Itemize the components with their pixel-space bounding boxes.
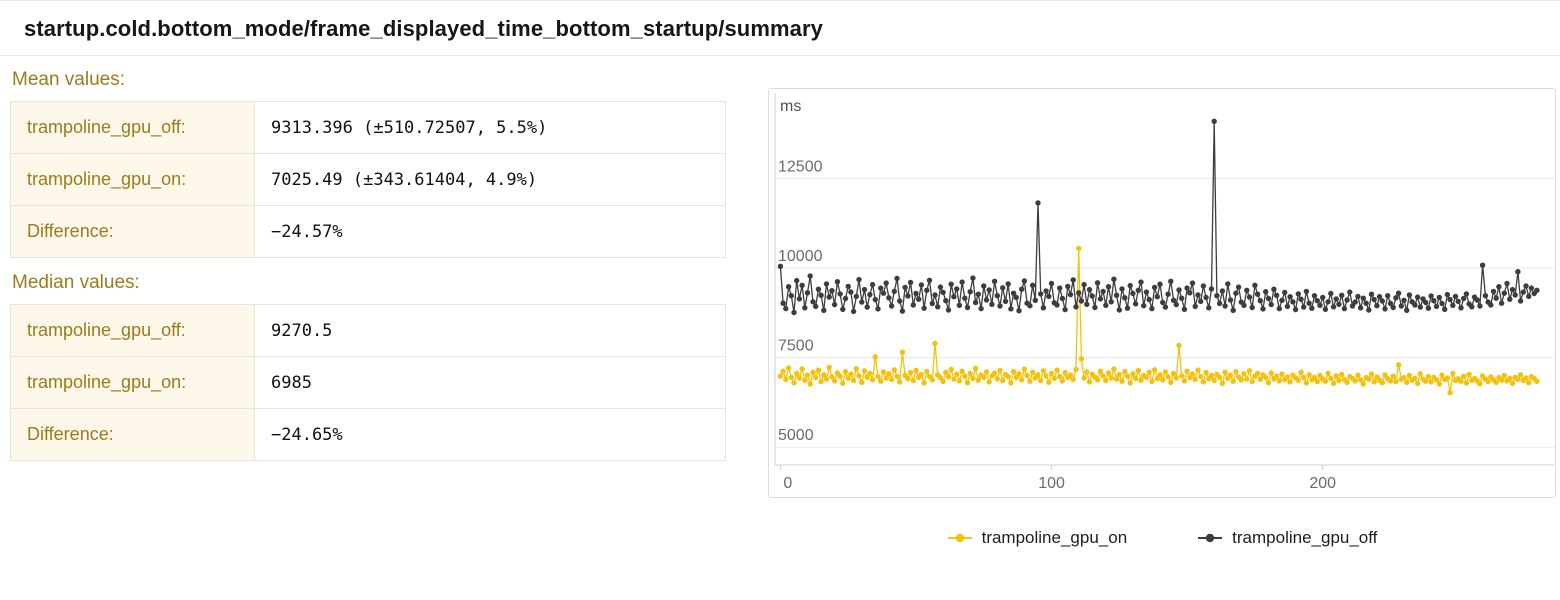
table-row: trampoline_gpu_on: 7025.49 (±343.61404, …	[10, 153, 726, 206]
table-row: trampoline_gpu_on: 6985	[10, 356, 726, 409]
table-row: trampoline_gpu_off: 9313.396 (±510.72507…	[10, 101, 726, 154]
metric-label-gpu-off: trampoline_gpu_off:	[10, 304, 255, 357]
table-row: trampoline_gpu_off: 9270.5	[10, 304, 726, 357]
svg-text:5000: 5000	[778, 427, 814, 444]
chart-panel: ms 5000 7500 10000 12500 0 100 200	[768, 88, 1556, 498]
metric-value-gpu-off: 9270.5	[254, 304, 726, 357]
chart-legend: trampoline_gpu_on trampoline_gpu_off	[768, 528, 1556, 548]
metric-value-gpu-on: 6985	[254, 356, 726, 409]
table-row: Difference: −24.65%	[10, 408, 726, 461]
chart-column: ms 5000 7500 10000 12500 0 100 200 trampoline_…	[728, 58, 1556, 548]
median-values-heading: Median values:	[12, 272, 140, 293]
table-row: Difference: −24.57%	[10, 205, 726, 258]
y-axis-unit-label: ms	[780, 98, 802, 115]
stats-column: Mean values: trampoline_gpu_off: 9313.39…	[10, 58, 728, 548]
metric-value-gpu-off: 9313.396 (±510.72507, 5.5%)	[254, 101, 726, 154]
line-chart-svg[interactable]: 5000 7500 10000 12500 0 100 200	[769, 89, 1555, 497]
legend-item-gpu-off[interactable]: trampoline_gpu_off	[1197, 528, 1377, 548]
metric-value-difference: −24.65%	[254, 408, 726, 461]
legend-marker-gpu-off-icon	[1197, 532, 1223, 544]
legend-label-gpu-on: trampoline_gpu_on	[981, 528, 1128, 547]
svg-text:12500: 12500	[778, 159, 823, 176]
legend-marker-gpu-on-icon	[947, 532, 973, 544]
svg-text:200: 200	[1309, 475, 1336, 492]
page-header: startup.cold.bottom_mode/frame_displayed…	[0, 0, 1560, 56]
metric-label-gpu-on: trampoline_gpu_on:	[10, 356, 255, 409]
metric-label-difference: Difference:	[10, 408, 255, 461]
metric-value-gpu-on: 7025.49 (±343.61404, 4.9%)	[254, 153, 726, 206]
metric-value-difference: −24.57%	[254, 205, 726, 258]
svg-text:7500: 7500	[778, 338, 814, 355]
mean-values-heading: Mean values:	[12, 69, 126, 90]
legend-item-gpu-on[interactable]: trampoline_gpu_on	[947, 528, 1128, 548]
metric-label-gpu-off: trampoline_gpu_off:	[10, 101, 255, 154]
page-title: startup.cold.bottom_mode/frame_displayed…	[24, 16, 823, 41]
svg-text:100: 100	[1038, 475, 1065, 492]
svg-text:10000: 10000	[778, 248, 823, 265]
median-values-table: trampoline_gpu_off: 9270.5 trampoline_gp…	[10, 304, 726, 461]
mean-values-table: trampoline_gpu_off: 9313.396 (±510.72507…	[10, 101, 726, 258]
svg-text:0: 0	[783, 475, 792, 492]
metric-label-gpu-on: trampoline_gpu_on:	[10, 153, 255, 206]
metric-label-difference: Difference:	[10, 205, 255, 258]
legend-label-gpu-off: trampoline_gpu_off	[1232, 528, 1378, 547]
main-content: Mean values: trampoline_gpu_off: 9313.39…	[0, 56, 1560, 548]
